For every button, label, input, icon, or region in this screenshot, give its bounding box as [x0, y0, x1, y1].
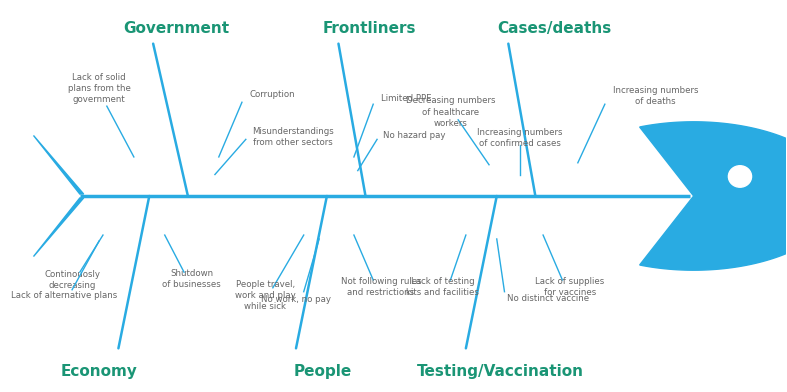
Text: Government: Government: [124, 20, 229, 36]
Text: No work, no pay: No work, no pay: [261, 295, 331, 304]
Text: No hazard pay: No hazard pay: [383, 131, 445, 140]
Text: Misunderstandings
from other sectors: Misunderstandings from other sectors: [252, 127, 334, 147]
Ellipse shape: [729, 166, 752, 187]
Text: Lack of solid
plans from the
government: Lack of solid plans from the government: [68, 73, 131, 104]
Text: Shutdown
of businesses: Shutdown of businesses: [162, 269, 221, 289]
Polygon shape: [34, 198, 83, 256]
Text: Corruption: Corruption: [249, 90, 295, 99]
Text: Decreasing numbers
of healthcare
workers: Decreasing numbers of healthcare workers: [405, 96, 495, 128]
Polygon shape: [640, 122, 787, 270]
Text: Not following rules
and restrictions: Not following rules and restrictions: [341, 277, 421, 297]
Text: Increasing numbers
of deaths: Increasing numbers of deaths: [612, 86, 698, 107]
Text: People travel,
work and play
while sick: People travel, work and play while sick: [235, 280, 295, 311]
Text: No distinct vaccine: No distinct vaccine: [507, 294, 589, 303]
Text: Limited PPE: Limited PPE: [381, 94, 431, 103]
Text: Cases/deaths: Cases/deaths: [497, 20, 611, 36]
Text: Continouosly
decreasing: Continouosly decreasing: [44, 270, 100, 290]
Text: Lack of testing
kits and facilities: Lack of testing kits and facilities: [406, 277, 479, 297]
Text: Increasing numbers
of confirmed cases: Increasing numbers of confirmed cases: [477, 128, 563, 148]
Text: Lack of alternative plans: Lack of alternative plans: [11, 291, 117, 300]
Text: Testing/Vaccination: Testing/Vaccination: [417, 364, 584, 379]
Text: Frontliners: Frontliners: [323, 20, 416, 36]
Text: Lack of supplies
for vaccines: Lack of supplies for vaccines: [535, 277, 604, 297]
Text: People: People: [294, 364, 352, 379]
Text: Economy: Economy: [61, 364, 138, 379]
Polygon shape: [34, 136, 83, 194]
